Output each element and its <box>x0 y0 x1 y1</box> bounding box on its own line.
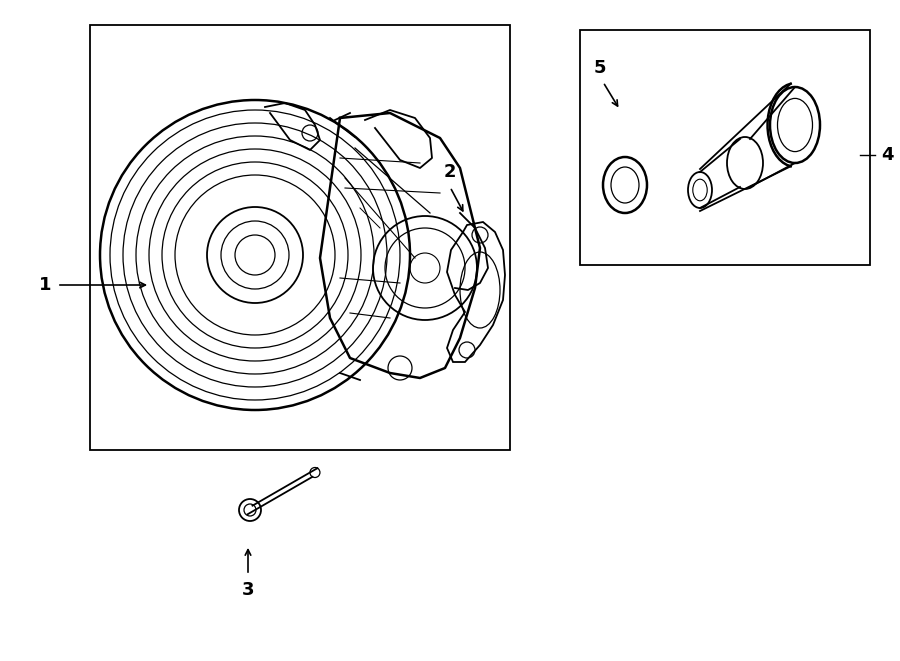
Bar <box>90 25 510 450</box>
Text: 5: 5 <box>594 59 607 77</box>
Text: 1: 1 <box>39 276 51 294</box>
Text: 4: 4 <box>881 146 893 164</box>
Bar <box>580 30 870 265</box>
Text: 3: 3 <box>242 581 254 599</box>
Text: 2: 2 <box>444 163 456 181</box>
